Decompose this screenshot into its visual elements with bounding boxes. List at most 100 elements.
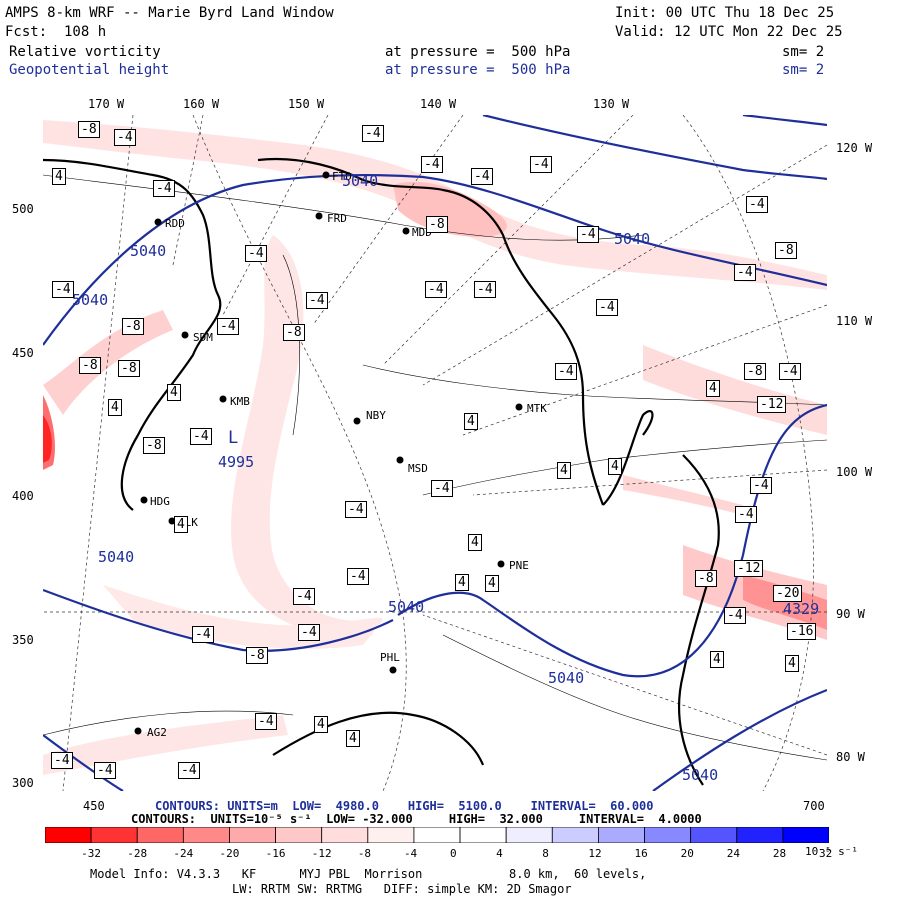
station-label: PNE — [509, 559, 529, 572]
vorticity-label: -4 — [724, 607, 746, 624]
field1-level: at pressure = 500 hPa — [385, 44, 571, 60]
vorticity-label: -16 — [787, 623, 817, 640]
colorbar-swatch — [90, 827, 138, 843]
station-label: KMB — [230, 395, 250, 408]
vorticity-label: -4 — [530, 156, 552, 173]
station-label: FRD — [327, 212, 347, 225]
forecast-hour: Fcst: 108 h — [5, 24, 107, 40]
vorticity-label: -4 — [298, 624, 320, 641]
vorticity-label: -4 — [51, 752, 73, 769]
vorticity-label: -4 — [94, 762, 116, 779]
vorticity-label: 4 — [52, 168, 66, 185]
grid-tick-left: 450 — [12, 346, 34, 360]
init-time: Init: 00 UTC Thu 18 Dec 25 — [615, 5, 835, 21]
colorbar-tick-label: -8 — [357, 847, 372, 860]
vorticity-label: -8 — [775, 242, 797, 259]
station-label: HDG — [150, 495, 170, 508]
height-label: 5040 — [548, 669, 585, 687]
vorticity-label: -8 — [122, 318, 144, 335]
lon-label-top: 160 W — [183, 97, 220, 111]
vorticity-label: -4 — [190, 428, 212, 445]
colorbar-swatch — [229, 827, 276, 843]
vorticity-label: -4 — [555, 363, 577, 380]
vorticity-label: 4 — [108, 399, 122, 416]
lon-label-top: 140 W — [420, 97, 457, 111]
vorticity-label: -4 — [293, 588, 315, 605]
vorticity-label: 4 — [346, 730, 360, 747]
vorticity-label: -4 — [52, 281, 74, 298]
height-label: 5040 — [388, 598, 425, 616]
colorbar-swatch — [505, 827, 553, 843]
colorbar-swatch — [413, 827, 461, 843]
grid-tick-left: 400 — [12, 489, 34, 503]
height-label: 5040 — [130, 242, 167, 260]
grid-tick-left: 500 — [12, 202, 34, 216]
vorticity-label: -4 — [596, 299, 618, 316]
colorbar-tick-label: -32 — [81, 847, 101, 860]
vorticity-label: 4 — [314, 716, 328, 733]
vorticity-label: -4 — [425, 281, 447, 298]
grid-tick-bottom: 700 — [803, 799, 825, 813]
vorticity-label: 4 — [464, 413, 478, 430]
vorticity-label: -12 — [734, 560, 764, 577]
vorticity-label: 4 — [608, 458, 622, 475]
colorbar-tick-label: 8 — [542, 847, 549, 860]
extreme-value-label: 4329 — [783, 600, 820, 618]
model-info: Model Info: V4.3.3 KF MYJ PBL Morrison 8… — [90, 867, 647, 881]
vorticity-label: -4 — [192, 626, 214, 643]
colorbar-swatch — [690, 827, 738, 843]
colorbar-swatch — [782, 827, 829, 843]
vorticity-label: 4 — [706, 380, 720, 397]
vorticity-label: -4 — [431, 480, 453, 497]
valid-time: Valid: 12 UTC Mon 22 Dec 25 — [615, 24, 843, 40]
vorticity-label: -8 — [78, 121, 100, 138]
vorticity-label: -8 — [246, 647, 268, 664]
model-info-physics: LW: RRTM SW: RRTMG DIFF: simple KM: 2D S… — [232, 882, 572, 896]
vorticity-label: -4 — [746, 196, 768, 213]
colorbar-tick-label: 12 — [588, 847, 602, 860]
colorbar-tick-label: -4 — [403, 847, 418, 860]
colorbar-swatch — [736, 827, 784, 843]
colorbar-tick-label: -24 — [173, 847, 194, 860]
lon-label-top: 170 W — [88, 97, 125, 111]
station-label: AG2 — [147, 726, 167, 739]
vorticity-label: 4 — [485, 575, 499, 592]
colorbar-tick-label: 20 — [680, 847, 694, 860]
vorticity-label: -4 — [474, 281, 496, 298]
vorticity-label: 4 — [557, 462, 571, 479]
vorticity-label: -4 — [217, 318, 239, 335]
height-contour-info: CONTOURS: UNITS=m LOW= 4980.0 HIGH= 5100… — [155, 799, 654, 813]
vorticity-label: -4 — [306, 292, 328, 309]
colorbar-swatch — [45, 827, 92, 843]
colorbar-swatch — [459, 827, 507, 843]
height-label: 5040 — [682, 766, 719, 784]
colorbar-swatch — [551, 827, 599, 843]
colorbar-swatch — [136, 827, 184, 843]
map-title: AMPS 8-km WRF -- Marie Byrd Land Window — [5, 5, 334, 21]
field1-smoothing: sm= 2 — [782, 44, 825, 60]
low-marker: L — [228, 428, 239, 448]
colorbar-tick-label: 24 — [726, 847, 740, 860]
field2-smoothing: sm= 2 — [782, 62, 825, 78]
colorbar-tick-label: 16 — [634, 847, 648, 860]
lon-label-top: 130 W — [593, 97, 630, 111]
vorticity-label: 4 — [455, 574, 469, 591]
vorticity-label: 4 — [785, 655, 799, 672]
vorticity-label: -4 — [362, 125, 384, 142]
vorticity-label: -4 — [153, 180, 175, 197]
vorticity-label: -8 — [118, 360, 140, 377]
vorticity-label: -4 — [471, 168, 493, 185]
station-label: PHL — [380, 651, 400, 664]
grid-tick-left: 350 — [12, 633, 34, 647]
colorbar-swatch — [598, 827, 645, 843]
vorticity-label: -4 — [178, 762, 200, 779]
colorbar — [45, 827, 829, 843]
vorticity-label: -4 — [750, 477, 772, 494]
station-label: MSD — [408, 462, 428, 475]
vorticity-label: -8 — [143, 437, 165, 454]
vorticity-label: -20 — [773, 585, 803, 602]
vorticity-label: -8 — [283, 324, 305, 341]
lon-label-right: 100 W — [836, 465, 873, 479]
colorbar-swatch — [321, 827, 369, 843]
vorticity-label: -12 — [757, 396, 787, 413]
